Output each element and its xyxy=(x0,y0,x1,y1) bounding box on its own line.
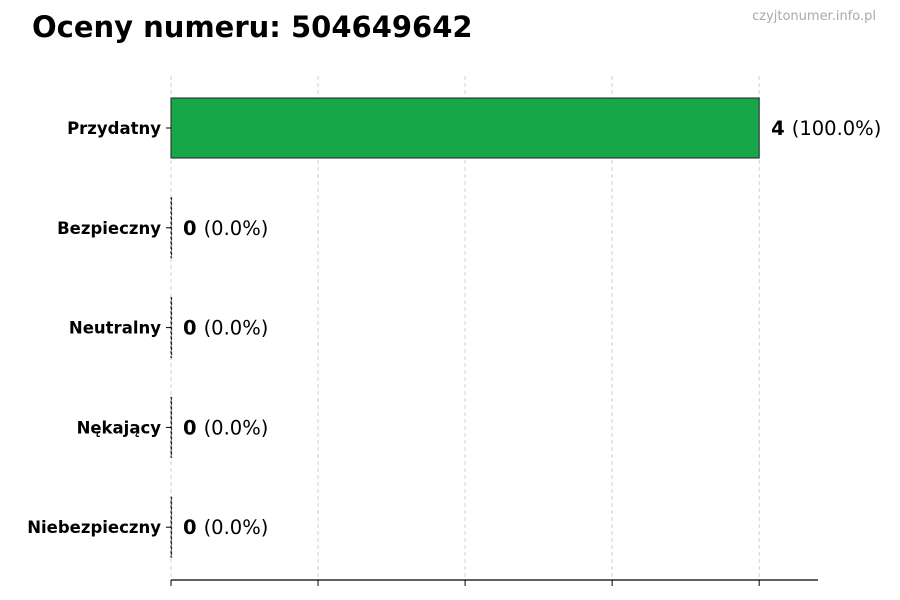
data-label-count: 0 xyxy=(183,516,197,539)
watermark: czyjtonumer.info.pl xyxy=(752,9,876,24)
data-label-percent: (0.0%) xyxy=(204,516,269,539)
data-label: 4 (100.0%) xyxy=(771,117,881,140)
bar-niebezpieczny xyxy=(170,496,173,558)
data-label: 0 (0.0%) xyxy=(183,516,268,539)
data-label-count: 0 xyxy=(183,416,197,439)
data-label-percent: (0.0%) xyxy=(204,217,269,240)
bar-bezpieczny xyxy=(170,197,173,259)
data-label-count: 0 xyxy=(183,217,197,240)
data-label-percent: (0.0%) xyxy=(204,317,269,340)
bar-nękający xyxy=(170,396,173,458)
category-label: Przydatny xyxy=(67,119,161,138)
data-label-percent: (0.0%) xyxy=(204,416,269,439)
category-label: Nękający xyxy=(77,418,162,437)
category-label: Niebezpieczny xyxy=(27,518,161,537)
category-label: Bezpieczny xyxy=(57,219,161,238)
data-label: 0 (0.0%) xyxy=(183,217,268,240)
data-label-percent: (100.0%) xyxy=(792,117,882,140)
bar-przydatny xyxy=(170,97,760,159)
bar-neutralny xyxy=(170,297,173,359)
chart-title: Oceny numeru: 504649642 xyxy=(32,10,473,44)
data-label-count: 4 xyxy=(771,117,785,140)
data-label: 0 (0.0%) xyxy=(183,416,268,439)
data-label-count: 0 xyxy=(183,317,197,340)
category-label: Neutralny xyxy=(69,319,161,338)
data-label: 0 (0.0%) xyxy=(183,317,268,340)
